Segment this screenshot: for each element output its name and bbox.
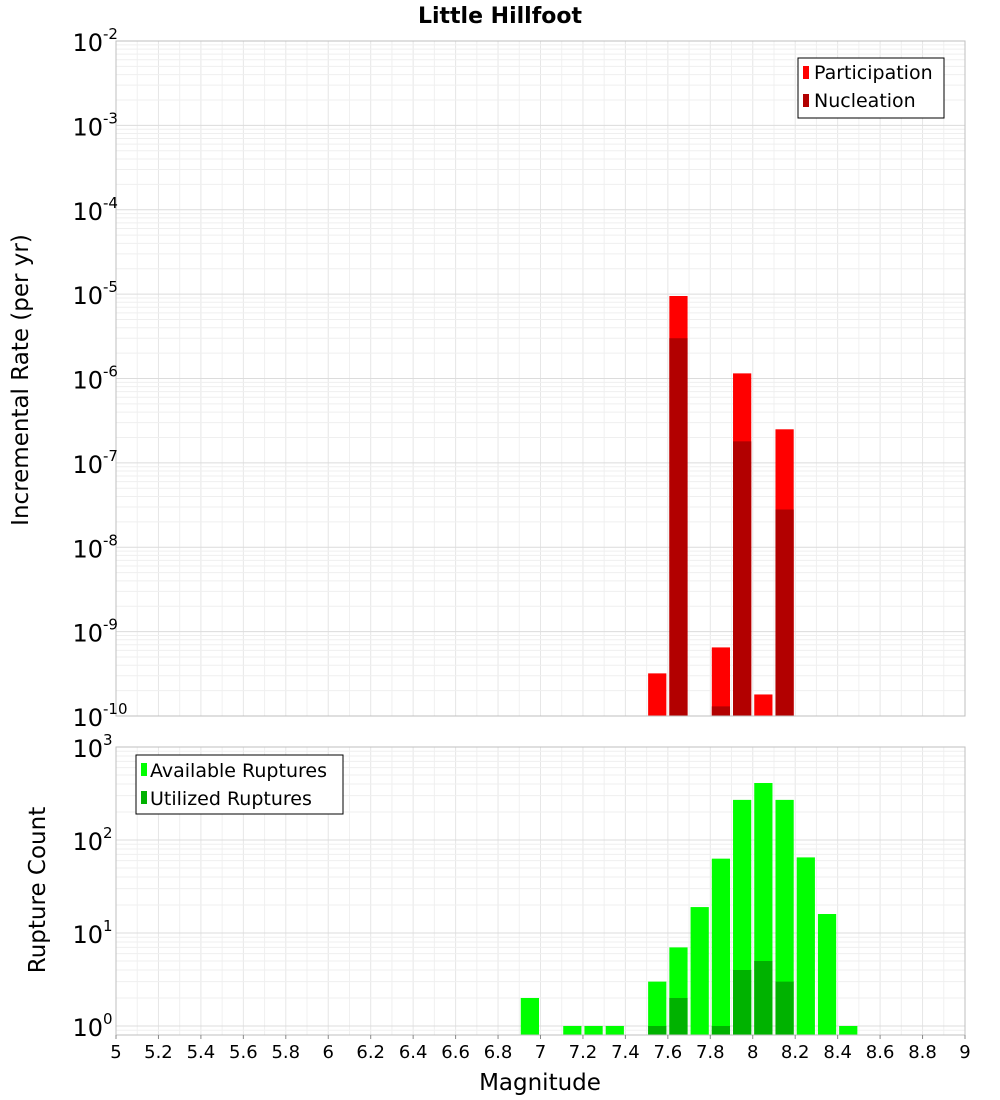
available-ruptures-bar xyxy=(605,1025,624,1035)
utilized-ruptures-bar xyxy=(733,969,752,1035)
x-tick-label: 8.2 xyxy=(781,1042,810,1063)
nucleation-bar xyxy=(733,441,752,716)
rate-y-tick-exponent: -7 xyxy=(103,447,118,465)
rate-y-tick-label: 10 xyxy=(72,113,103,141)
rate-bars xyxy=(648,296,794,716)
x-tick-labels: 5 5.2 5.4 5.6 5.8 6 6.2 6.4 6.6 6.8 7 7.2 7.4 7.6 7.8 8… xyxy=(110,1035,971,1063)
count-bars xyxy=(520,783,858,1035)
available-ruptures-bar xyxy=(648,981,667,1035)
nucleation-bar xyxy=(669,338,688,716)
available-ruptures-bar xyxy=(520,997,539,1035)
utilized-legend-swatch xyxy=(141,791,147,804)
count-y-tick-exponent: 2 xyxy=(103,824,113,842)
available-ruptures-bar xyxy=(711,858,731,1035)
available-ruptures-bar xyxy=(563,1025,582,1035)
nucleation-legend-swatch xyxy=(803,94,809,107)
x-tick-label: 7.6 xyxy=(654,1042,683,1063)
count-y-tick-label: 10 xyxy=(72,921,103,949)
utilized-ruptures-bar xyxy=(648,1025,667,1035)
count-y-tick-label: 10 xyxy=(72,735,103,763)
rate-y-axis-label: Incremental Rate (per yr) xyxy=(8,234,34,526)
rate-y-tick-exponent: -10 xyxy=(103,700,128,718)
count-y-axis-label: Rupture Count xyxy=(25,807,51,973)
x-tick-label: 6.2 xyxy=(356,1042,385,1063)
participation-legend-label: Participation xyxy=(814,62,933,84)
count-y-tick-exponent: 3 xyxy=(103,731,113,749)
count-y-tick-label: 10 xyxy=(72,1014,103,1042)
available-ruptures-bar xyxy=(584,1025,603,1035)
rate-grid xyxy=(116,41,965,716)
participation-bar xyxy=(711,647,731,716)
rate-y-tick-label: 10 xyxy=(72,29,103,57)
chart-title: Little Hillfoot xyxy=(418,4,583,29)
rate-y-tick-label: 10 xyxy=(72,535,103,563)
rate-y-tick-label: 10 xyxy=(72,704,103,732)
rate-y-tick-exponent: -6 xyxy=(103,363,118,381)
utilized-ruptures-bar xyxy=(669,997,688,1035)
nucleation-legend-label: Nucleation xyxy=(814,90,916,112)
available-ruptures-bar xyxy=(796,857,815,1035)
available-legend-swatch xyxy=(141,763,147,776)
count-y-tick-label: 10 xyxy=(72,828,103,856)
x-tick-label: 9 xyxy=(959,1042,970,1063)
utilized-legend-label: Utilized Ruptures xyxy=(150,788,312,810)
count-y-tick-exponent: 1 xyxy=(103,917,113,935)
available-ruptures-bar xyxy=(690,907,709,1035)
available-ruptures-bar xyxy=(817,914,837,1035)
participation-bar xyxy=(648,673,667,716)
participation-bar xyxy=(754,694,773,716)
x-axis-label: Magnitude xyxy=(479,1070,601,1096)
available-ruptures-bar xyxy=(775,799,794,1035)
x-tick-label: 5.2 xyxy=(144,1042,173,1063)
rate-y-tick-exponent: -2 xyxy=(103,25,118,43)
x-tick-label: 6.4 xyxy=(399,1042,428,1063)
rate-y-tick-label: 10 xyxy=(72,620,103,648)
x-tick-label: 7.2 xyxy=(569,1042,598,1063)
count-y-tick-exponent: 0 xyxy=(103,1010,113,1028)
rate-y-tick-exponent: -8 xyxy=(103,531,118,549)
x-tick-label: 8.6 xyxy=(866,1042,895,1063)
nucleation-bar xyxy=(711,706,731,716)
utilized-ruptures-bar xyxy=(754,960,773,1035)
x-tick-label: 7.4 xyxy=(611,1042,640,1063)
utilized-ruptures-bar xyxy=(775,981,794,1035)
count-legend-box xyxy=(135,754,344,815)
x-tick-label: 6.6 xyxy=(441,1042,470,1063)
rate-y-tick-label: 10 xyxy=(72,451,103,479)
x-tick-label: 5 xyxy=(110,1042,121,1063)
rate-y-tick-exponent: -4 xyxy=(103,194,118,212)
nucleation-bar xyxy=(775,509,794,716)
rate-plot-frame xyxy=(115,40,966,717)
rate-y-tick-label: 10 xyxy=(72,198,103,226)
x-tick-label: 5.6 xyxy=(229,1042,258,1063)
x-tick-label: 5.8 xyxy=(271,1042,300,1063)
x-tick-label: 5.4 xyxy=(187,1042,216,1063)
x-tick-label: 6 xyxy=(323,1042,334,1063)
count-legend: Available Ruptures Utilized Ruptures xyxy=(135,754,344,815)
available-ruptures-bar xyxy=(839,1025,858,1035)
x-tick-label: 8.8 xyxy=(908,1042,937,1063)
x-tick-label: 6.8 xyxy=(484,1042,513,1063)
rate-legend-box xyxy=(797,57,945,119)
available-legend-label: Available Ruptures xyxy=(150,760,327,782)
x-tick-label: 8.4 xyxy=(823,1042,852,1063)
rate-y-tick-label: 10 xyxy=(72,282,103,310)
x-tick-label: 7.8 xyxy=(696,1042,725,1063)
rate-y-tick-label: 10 xyxy=(72,367,103,395)
rate-y-tick-exponent: -9 xyxy=(103,616,118,634)
rate-legend: Participation Nucleation xyxy=(797,57,945,119)
x-tick-label: 7 xyxy=(535,1042,546,1063)
rate-y-tick-exponent: -3 xyxy=(103,109,118,127)
rate-y-tick-exponent: -5 xyxy=(103,278,118,296)
participation-legend-swatch xyxy=(803,66,809,79)
x-tick-label: 8 xyxy=(747,1042,758,1063)
utilized-ruptures-bar xyxy=(711,1025,731,1035)
